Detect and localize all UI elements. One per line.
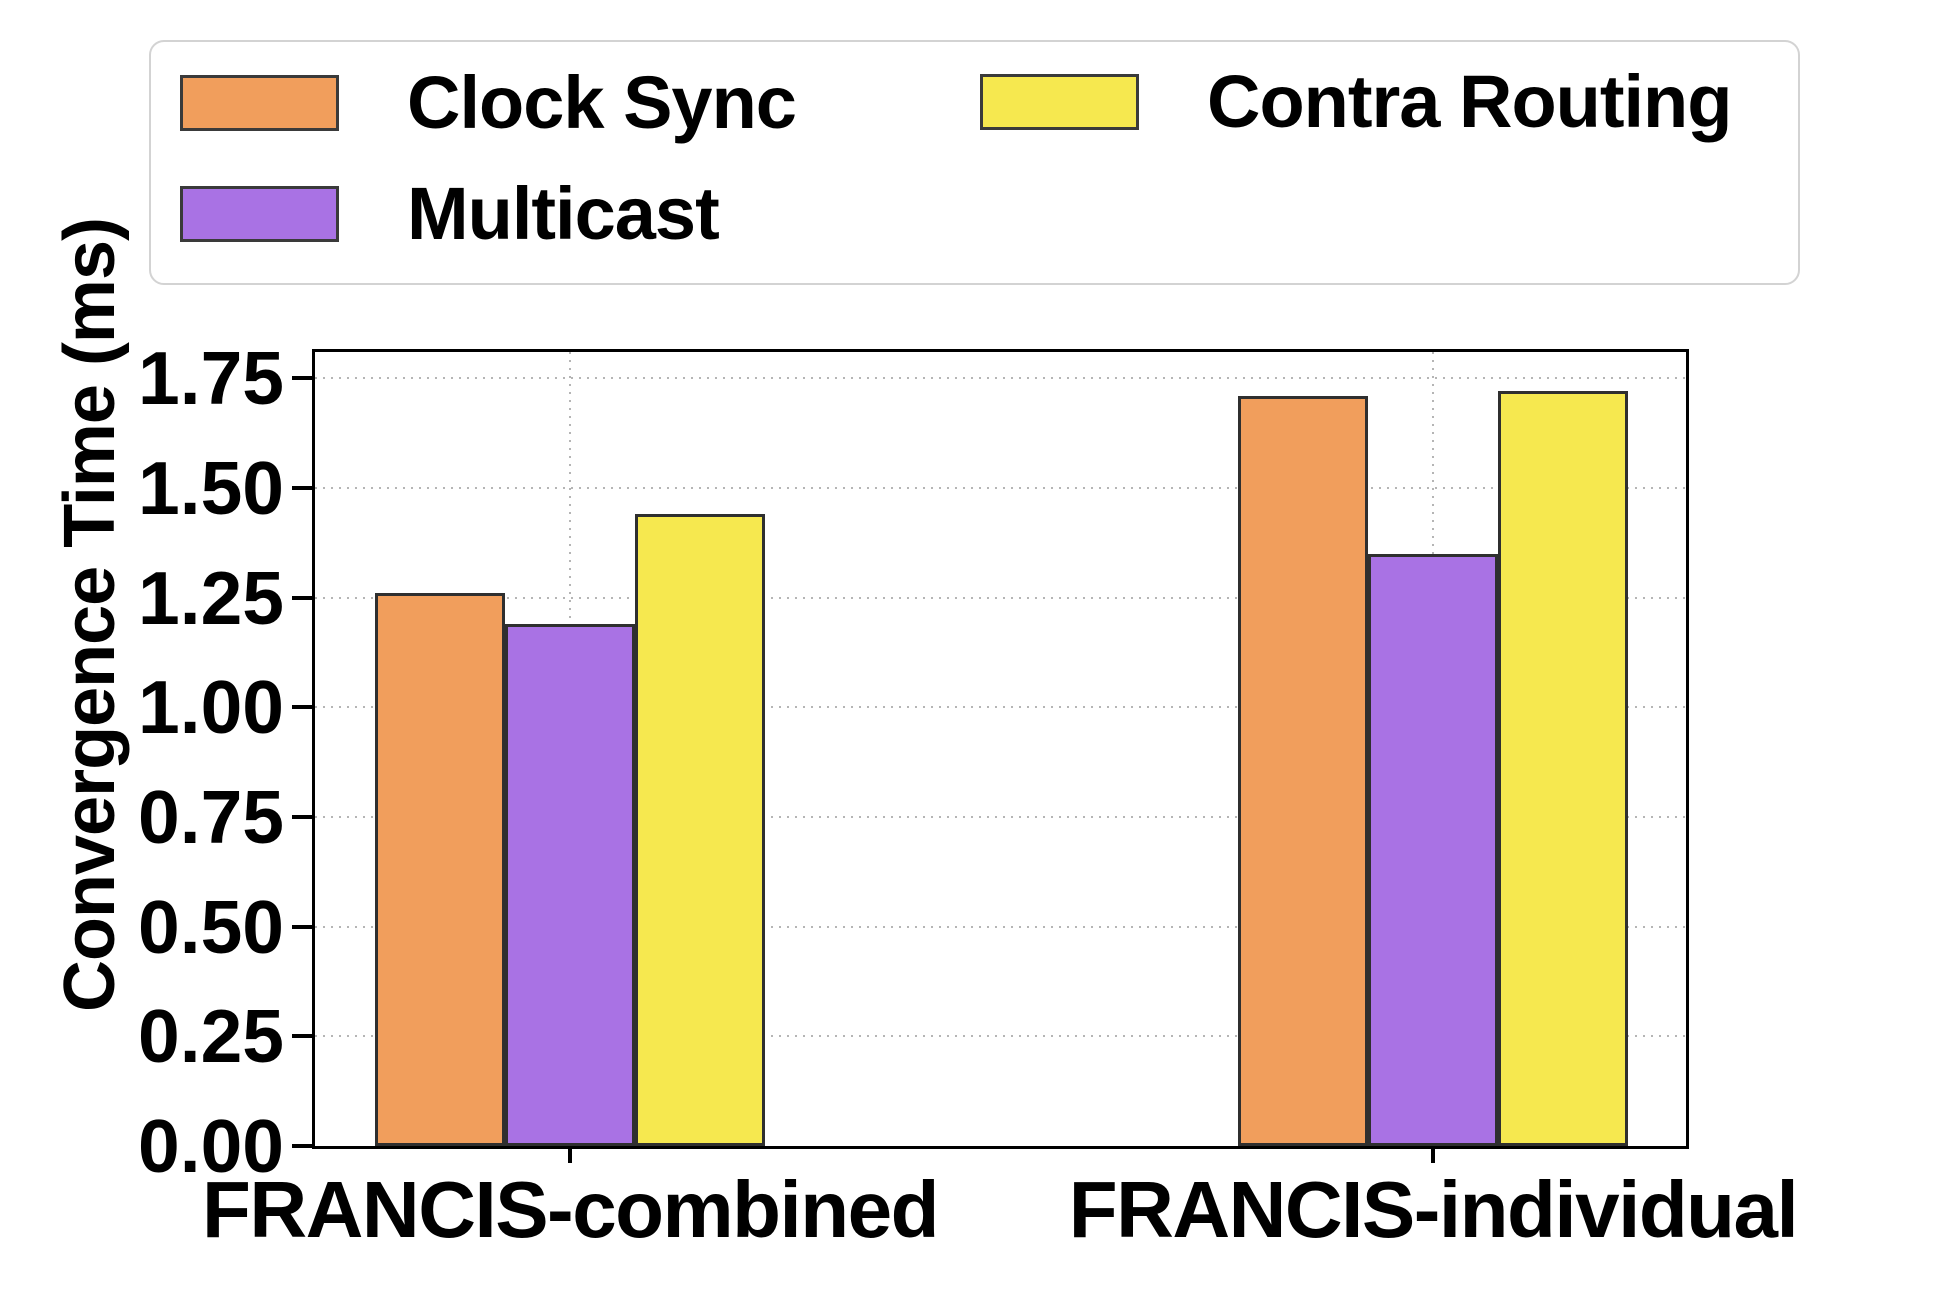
y-tick-label: 1.75 — [138, 336, 284, 421]
y-tick-mark — [292, 705, 312, 710]
y-tick-mark — [292, 1034, 312, 1039]
bar-contra-routing-1 — [1498, 391, 1629, 1146]
legend-item-multicast: Multicast — [180, 177, 720, 251]
y-tick-label: 0.75 — [138, 774, 284, 859]
bar-multicast-1 — [1368, 553, 1499, 1146]
h-gridline — [315, 1035, 1686, 1038]
h-gridline — [315, 486, 1686, 489]
x-tick-label-francis-individual: FRANCIS-individual — [1068, 1165, 1799, 1254]
h-gridline — [315, 596, 1686, 599]
h-gridline — [315, 706, 1686, 709]
h-gridline — [315, 377, 1686, 380]
x-tick-mark — [1431, 1146, 1436, 1163]
legend-label-multicast: Multicast — [407, 172, 720, 255]
y-tick-mark — [292, 924, 312, 929]
y-tick-label: 0.00 — [138, 1104, 284, 1188]
y-tick-label: 1.50 — [138, 445, 284, 530]
bar-clock-sync-0 — [375, 593, 505, 1146]
x-tick-label-francis-combined: FRANCIS-combined — [202, 1165, 940, 1254]
y-tick-mark — [292, 814, 312, 819]
h-gridline — [315, 815, 1686, 818]
y-tick-label: 0.50 — [138, 884, 284, 969]
y-tick-mark — [292, 485, 312, 490]
legend-swatch-multicast — [180, 186, 339, 242]
legend-swatch-clock-sync — [180, 75, 339, 131]
x-tick-mark — [568, 1146, 572, 1163]
legend: Clock Sync Multicast Contra Routing — [149, 40, 1800, 285]
legend-swatch-contra-routing — [980, 74, 1139, 130]
h-gridline — [315, 925, 1686, 928]
plot-area — [312, 349, 1689, 1149]
legend-label-clock-sync: Clock Sync — [407, 61, 797, 144]
bar-clock-sync-1 — [1238, 395, 1369, 1146]
y-tick-mark — [292, 595, 312, 600]
y-tick-label: 1.25 — [138, 555, 284, 640]
bar-multicast-0 — [505, 623, 635, 1146]
y-tick-label: 1.00 — [138, 665, 284, 750]
y-tick-label: 0.25 — [138, 994, 284, 1079]
legend-item-clock-sync: Clock Sync — [180, 66, 797, 140]
bar-contra-routing-0 — [635, 514, 765, 1146]
legend-item-contra-routing: Contra Routing — [980, 65, 1732, 139]
legend-label-contra-routing: Contra Routing — [1207, 60, 1732, 143]
y-tick-mark — [292, 1144, 312, 1148]
y-tick-mark — [292, 376, 312, 381]
